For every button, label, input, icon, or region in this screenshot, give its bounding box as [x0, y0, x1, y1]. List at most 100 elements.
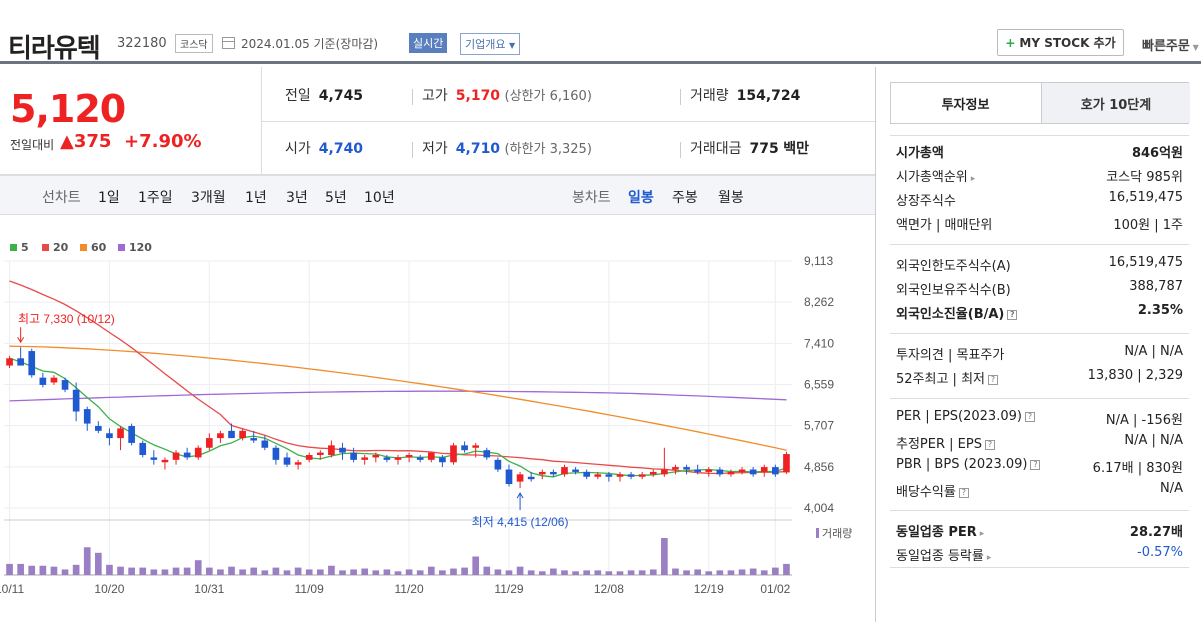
volume-bar [550, 568, 557, 575]
period-3y[interactable]: 3년 [286, 190, 308, 206]
period-3m[interactable]: 3개월 [191, 190, 226, 206]
period-10y[interactable]: 10년 [364, 190, 395, 206]
candle-body [205, 438, 213, 448]
candle-chart-label: 봉차트 [572, 190, 611, 206]
chevron-right-icon[interactable]: ▸ [986, 553, 992, 563]
volume-bar [772, 567, 779, 575]
candle-body [217, 433, 224, 439]
high-label: 고가 [422, 88, 448, 104]
candle-body [583, 471, 591, 477]
x-tick-label: 10/11 [0, 582, 24, 596]
high-annotation: 최고 7,330 (10/12) [18, 312, 115, 326]
volume-bar [239, 569, 246, 575]
stock-code: 322180 [117, 36, 167, 51]
period-1d[interactable]: 1일 [98, 190, 120, 206]
volume-bar [183, 567, 191, 575]
x-tick-label: 12/19 [694, 582, 724, 596]
open-value: 4,740 [318, 141, 364, 157]
info-key: 외국인보유주식수(B) [896, 283, 1011, 298]
x-tick-label: 11/09 [295, 582, 324, 596]
help-icon[interactable]: ? [1024, 411, 1035, 422]
low-annotation: 최저 4,415 (12/06) [472, 515, 569, 529]
volume-bar [83, 547, 91, 575]
info-row: PER | EPS(2023.09)? N/A | -156원 [890, 405, 1189, 429]
candle-body [505, 469, 513, 485]
legend-label: 60 [91, 241, 107, 254]
candle-body [95, 426, 102, 431]
industry-section: 동일업종 PER ▸ 28.27배 동일업종 등락률 ▸ -0.57% [890, 510, 1189, 568]
volume-bar [294, 567, 302, 575]
volume-bar [483, 566, 491, 575]
prev-close-value: 4,745 [318, 88, 364, 104]
info-key: 배당수익률? [896, 481, 969, 500]
info-key: 외국인소진율(B/A)? [896, 303, 1018, 322]
chart-canvas[interactable]: 9,113 8,262 7,410 6,559 5,707 4,856 4,004 10/11… [0, 228, 875, 622]
volume-bar [250, 567, 258, 575]
candle-daily[interactable]: 일봉 [628, 190, 654, 206]
company-overview-button[interactable]: 기업개요 ▼ [460, 33, 521, 55]
info-row: 동일업종 PER ▸ 28.27배 [890, 517, 1189, 541]
volume-bar [538, 571, 546, 575]
chevron-right-icon[interactable]: ▸ [979, 529, 985, 539]
candle-body [749, 469, 757, 475]
info-key: 액면가 | 매매단위 [896, 218, 993, 233]
legend-ma20: 20 [42, 241, 68, 254]
low-label: 저가 [422, 141, 448, 157]
candle-body [661, 469, 668, 475]
candle-body [50, 377, 58, 383]
candle-body [605, 474, 613, 477]
current-price: 5,120 [10, 87, 126, 131]
info-row: 52주최고 | 최저? 13,830 | 2,329 [890, 364, 1189, 388]
volume-bar [316, 569, 324, 575]
info-row: 배당수익률? N/A [890, 477, 1189, 501]
tab-order-book[interactable]: 호가 10단계 [1041, 83, 1190, 123]
help-icon[interactable]: ? [958, 487, 969, 498]
candle-body [760, 467, 768, 472]
help-icon[interactable]: ? [988, 374, 998, 385]
period-1y[interactable]: 1년 [245, 190, 267, 206]
change-percent: +7.90% [124, 131, 202, 152]
info-row: 외국인보유주식수(B) 388,787 [890, 275, 1189, 299]
volume-bar [328, 565, 335, 575]
help-icon[interactable]: ? [984, 439, 995, 450]
info-row: 투자의견 | 목표주가 N/A | N/A [890, 340, 1189, 364]
volume-bar [261, 570, 269, 575]
prev-close-label: 전일 [285, 88, 311, 104]
info-row: 시가총액 846억원 [890, 138, 1189, 162]
info-value: 16,519,475 [1108, 190, 1183, 205]
add-my-stock-button[interactable]: + MY STOCK 추가 [997, 29, 1124, 56]
volume-bar [627, 570, 635, 575]
candle-monthly[interactable]: 월봉 [718, 190, 744, 206]
candle-body [239, 430, 246, 439]
candle-body [550, 471, 557, 475]
candle-body [261, 440, 269, 448]
period-1w[interactable]: 1주일 [138, 190, 173, 206]
x-tick-label: 11/29 [494, 582, 523, 596]
info-key: PER | EPS(2023.09)? [896, 409, 1035, 424]
volume-bar [416, 570, 424, 575]
help-icon[interactable]: ? [1030, 459, 1041, 470]
legend-swatch [42, 244, 49, 251]
volume-bar [783, 563, 790, 575]
legend-label: 20 [53, 241, 69, 254]
realtime-button[interactable]: 실시간 [409, 33, 448, 53]
volume-bar [283, 570, 291, 575]
help-icon[interactable]: ? [1007, 309, 1018, 320]
candle-body [405, 455, 413, 458]
volume-bar [605, 571, 613, 575]
period-5y[interactable]: 5년 [325, 190, 347, 206]
candle-weekly[interactable]: 주봉 [672, 190, 698, 206]
info-key: 52주최고 | 최저? [896, 368, 998, 387]
info-key: PBR | BPS (2023.09)? [896, 457, 1041, 472]
plus-icon: + [1005, 35, 1016, 50]
volume-bar [361, 568, 369, 575]
chevron-right-icon[interactable]: ▸ [970, 174, 976, 184]
high-value: 5,170 [455, 88, 501, 104]
calendar-icon [222, 37, 235, 49]
tab-investment-info[interactable]: 투자정보 [891, 83, 1040, 123]
quick-order-button[interactable]: 빠른주문 ▼ [1142, 35, 1199, 54]
volume-bar [649, 569, 657, 575]
volume-bar [194, 560, 202, 575]
volume-bar [394, 571, 402, 575]
legend-label: 5 [21, 241, 29, 254]
